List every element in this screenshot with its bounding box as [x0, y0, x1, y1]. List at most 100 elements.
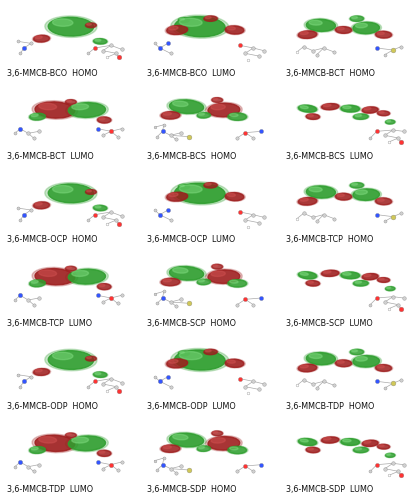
Ellipse shape: [364, 441, 371, 444]
Ellipse shape: [385, 286, 395, 290]
Ellipse shape: [160, 278, 181, 286]
Ellipse shape: [208, 436, 240, 450]
Ellipse shape: [375, 364, 391, 372]
Ellipse shape: [334, 26, 353, 34]
Ellipse shape: [35, 202, 42, 205]
Ellipse shape: [320, 103, 340, 110]
Ellipse shape: [204, 16, 217, 22]
Ellipse shape: [212, 98, 222, 102]
Ellipse shape: [304, 185, 338, 199]
Ellipse shape: [308, 448, 313, 450]
Ellipse shape: [320, 270, 340, 277]
Ellipse shape: [28, 280, 47, 287]
Ellipse shape: [352, 350, 357, 352]
Text: 3,6-MMCB-ODP  HOMO: 3,6-MMCB-ODP HOMO: [7, 402, 98, 411]
Ellipse shape: [45, 16, 97, 38]
Ellipse shape: [227, 279, 248, 287]
Ellipse shape: [230, 447, 238, 450]
Ellipse shape: [171, 348, 229, 372]
Ellipse shape: [31, 114, 38, 116]
Ellipse shape: [306, 20, 336, 32]
Ellipse shape: [377, 110, 391, 116]
Ellipse shape: [199, 113, 204, 116]
Ellipse shape: [211, 271, 225, 276]
Ellipse shape: [334, 193, 353, 200]
Ellipse shape: [337, 27, 344, 30]
Ellipse shape: [355, 281, 362, 283]
Ellipse shape: [30, 280, 45, 287]
Ellipse shape: [175, 350, 225, 370]
Ellipse shape: [337, 360, 344, 363]
Ellipse shape: [211, 98, 223, 102]
Ellipse shape: [99, 451, 105, 453]
Ellipse shape: [65, 102, 108, 118]
Ellipse shape: [213, 98, 218, 100]
Ellipse shape: [305, 447, 321, 453]
Ellipse shape: [161, 445, 180, 452]
Ellipse shape: [300, 106, 308, 108]
Ellipse shape: [165, 25, 189, 35]
Ellipse shape: [34, 368, 49, 376]
Ellipse shape: [167, 359, 188, 368]
Ellipse shape: [364, 274, 371, 276]
Ellipse shape: [203, 182, 218, 188]
Ellipse shape: [85, 356, 96, 361]
Ellipse shape: [385, 454, 395, 458]
Ellipse shape: [224, 192, 245, 202]
Text: 3,6-MMCB-BCS  LUMO: 3,6-MMCB-BCS LUMO: [286, 152, 373, 161]
Ellipse shape: [322, 270, 339, 276]
Ellipse shape: [87, 356, 91, 358]
Ellipse shape: [379, 278, 384, 280]
Ellipse shape: [339, 272, 361, 279]
Ellipse shape: [160, 111, 181, 120]
Ellipse shape: [385, 120, 395, 124]
Ellipse shape: [96, 116, 112, 123]
Ellipse shape: [306, 352, 336, 364]
Ellipse shape: [298, 31, 317, 38]
Ellipse shape: [48, 350, 93, 370]
Ellipse shape: [211, 438, 225, 443]
Ellipse shape: [206, 436, 242, 451]
Ellipse shape: [379, 444, 384, 446]
Ellipse shape: [336, 26, 352, 34]
Ellipse shape: [65, 432, 77, 438]
Ellipse shape: [230, 114, 238, 116]
Ellipse shape: [204, 350, 217, 354]
Ellipse shape: [39, 270, 57, 276]
Ellipse shape: [165, 358, 189, 368]
Ellipse shape: [377, 32, 384, 34]
Ellipse shape: [225, 360, 244, 368]
Text: 3,6-MMCB-TCP  HOMO: 3,6-MMCB-TCP HOMO: [286, 235, 374, 244]
Ellipse shape: [306, 280, 320, 286]
Ellipse shape: [362, 274, 378, 280]
Text: 3,6-MMCB-SCP  LUMO: 3,6-MMCB-SCP LUMO: [286, 318, 373, 328]
Ellipse shape: [87, 190, 91, 192]
Ellipse shape: [99, 118, 105, 120]
Ellipse shape: [197, 280, 210, 284]
Ellipse shape: [173, 268, 188, 273]
Ellipse shape: [35, 435, 75, 452]
Ellipse shape: [32, 368, 51, 376]
Ellipse shape: [48, 18, 93, 36]
Ellipse shape: [93, 206, 107, 210]
Ellipse shape: [354, 280, 368, 286]
Ellipse shape: [45, 349, 97, 371]
Ellipse shape: [349, 182, 365, 188]
Ellipse shape: [98, 450, 111, 456]
Ellipse shape: [34, 202, 49, 208]
Ellipse shape: [95, 206, 101, 208]
Ellipse shape: [72, 104, 88, 110]
Ellipse shape: [161, 112, 180, 119]
Ellipse shape: [298, 105, 317, 112]
Ellipse shape: [224, 26, 245, 35]
Ellipse shape: [225, 192, 244, 200]
Ellipse shape: [85, 190, 97, 194]
Ellipse shape: [205, 183, 211, 185]
Ellipse shape: [375, 31, 393, 38]
Ellipse shape: [350, 350, 364, 354]
Ellipse shape: [343, 272, 351, 275]
Ellipse shape: [39, 436, 57, 443]
Text: 3,6-MMCB-TDP  LUMO: 3,6-MMCB-TDP LUMO: [7, 485, 93, 494]
Ellipse shape: [297, 104, 318, 112]
Ellipse shape: [228, 113, 246, 120]
